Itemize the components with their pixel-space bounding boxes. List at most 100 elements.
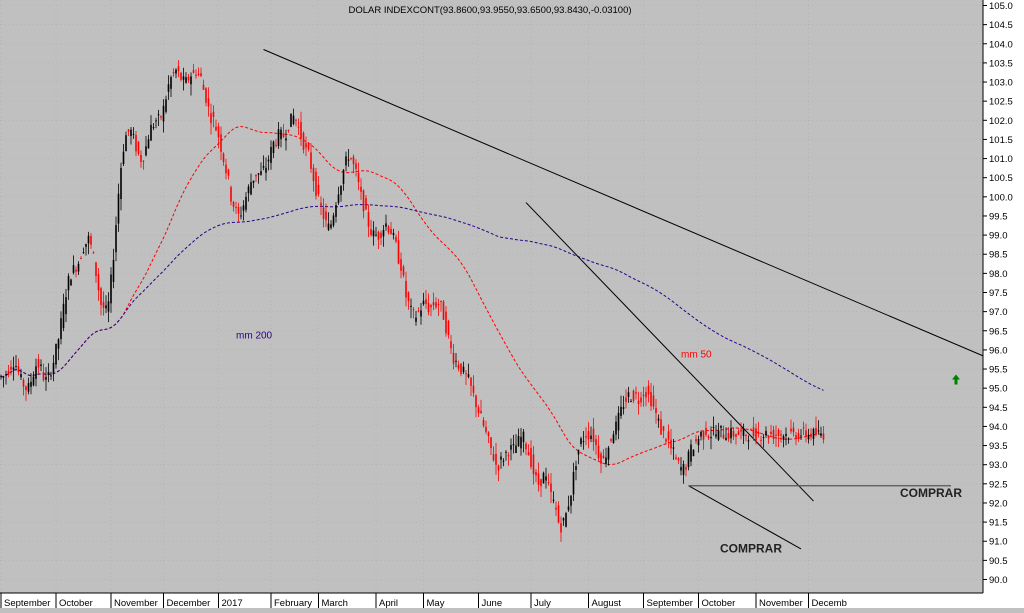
candle	[687, 449, 690, 471]
candle	[142, 160, 145, 170]
candle-body	[815, 427, 817, 435]
candle	[227, 168, 230, 180]
candle	[417, 307, 420, 313]
candle	[162, 99, 165, 133]
candle-body	[822, 433, 825, 440]
candle-body	[675, 457, 677, 459]
candle-body	[110, 274, 112, 304]
candle	[440, 300, 442, 312]
candle	[10, 360, 12, 376]
candle	[302, 131, 305, 154]
candle	[57, 338, 60, 361]
candle-body	[745, 435, 747, 437]
candle-body	[447, 320, 450, 335]
candle-body	[252, 180, 255, 183]
candle-body	[357, 172, 360, 182]
candle-body	[37, 359, 40, 368]
candle	[610, 438, 612, 443]
candle-body	[722, 434, 725, 439]
candle-body	[515, 445, 517, 453]
candle	[607, 446, 610, 466]
candle-body	[212, 111, 215, 117]
candle	[772, 425, 775, 445]
y-tick-label: 92.5	[989, 479, 1008, 490]
candle-body	[132, 133, 135, 135]
candle	[717, 422, 720, 442]
candle	[55, 343, 57, 369]
candle	[510, 438, 512, 461]
candle-body	[285, 138, 287, 141]
candle-body	[220, 134, 222, 152]
candle	[52, 354, 55, 382]
candle-body	[157, 114, 160, 116]
candle-body	[550, 483, 552, 493]
candle-body	[45, 376, 47, 380]
candle-body	[757, 431, 760, 434]
candle-body	[565, 513, 567, 527]
candle-body	[85, 243, 87, 247]
candle	[400, 252, 402, 279]
candle	[387, 225, 390, 235]
y-tick-label: 94.5	[989, 403, 1008, 414]
candle	[427, 293, 430, 316]
candle-body	[600, 453, 602, 464]
x-tick-label: September	[647, 598, 693, 608]
candle-body	[785, 433, 787, 437]
candle	[395, 234, 397, 244]
candle	[675, 454, 677, 461]
candle	[212, 105, 215, 128]
candle-body	[695, 439, 697, 442]
candle-body	[317, 184, 320, 195]
candle	[165, 95, 167, 114]
candle	[45, 367, 47, 391]
candle-body	[200, 73, 202, 77]
candle	[817, 420, 820, 435]
candle-body	[390, 228, 392, 235]
candle-body	[747, 440, 750, 442]
candle	[390, 222, 392, 235]
candle	[260, 162, 262, 176]
candle-body	[470, 377, 472, 386]
candle-body	[545, 476, 547, 481]
candle	[172, 68, 175, 77]
candle	[650, 383, 652, 411]
candle	[655, 398, 657, 424]
candle-body	[190, 76, 192, 85]
candle-body	[227, 169, 230, 176]
candle-body	[497, 465, 500, 471]
candle	[25, 385, 27, 401]
candle-body	[522, 431, 525, 443]
candle-body	[737, 431, 740, 435]
y-tick-label: 93.0	[989, 460, 1008, 471]
candle-body	[685, 467, 687, 470]
candle	[497, 464, 500, 482]
candle-body	[762, 437, 765, 439]
candle-body	[130, 129, 132, 137]
x-tick-label: September	[4, 598, 50, 608]
candle	[597, 435, 600, 461]
candle	[92, 251, 95, 254]
candle	[240, 206, 242, 220]
candle	[695, 434, 697, 444]
candle-body	[87, 235, 90, 244]
candle-body	[505, 451, 507, 453]
candle	[115, 216, 117, 262]
candle	[310, 143, 312, 173]
candle	[287, 129, 290, 133]
candle-body	[75, 269, 77, 272]
candle	[405, 271, 407, 307]
candle-body	[595, 439, 597, 446]
trendline	[263, 49, 997, 362]
candle	[672, 438, 675, 460]
candle-body	[395, 236, 397, 242]
candle-body	[417, 310, 420, 312]
candle	[545, 467, 547, 489]
candle	[730, 420, 732, 444]
candle-body	[172, 72, 175, 74]
candle	[375, 226, 377, 237]
candle-body	[370, 229, 372, 236]
candle	[455, 353, 457, 368]
candle	[517, 428, 520, 447]
candle-body	[582, 441, 585, 443]
